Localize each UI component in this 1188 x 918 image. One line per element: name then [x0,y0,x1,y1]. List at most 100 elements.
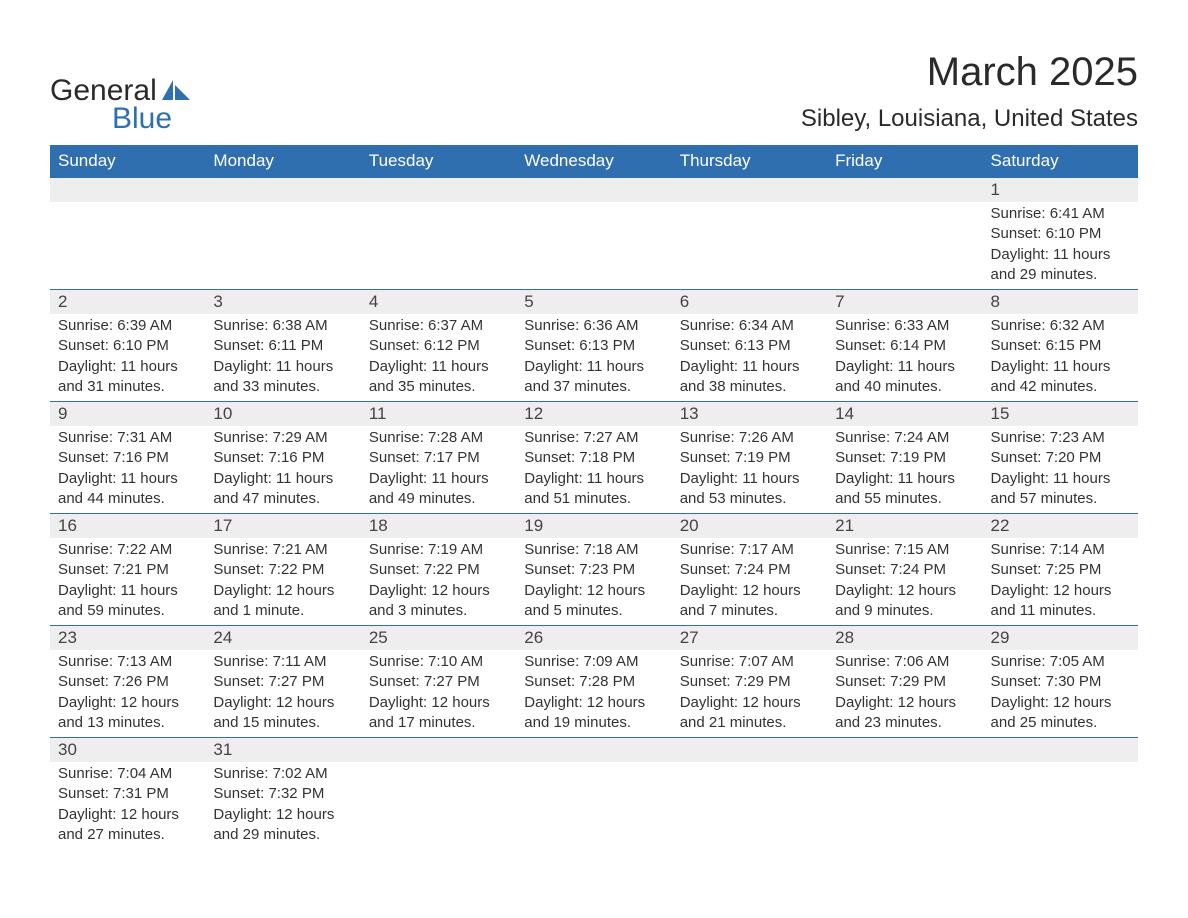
day-details [50,202,205,282]
calendar-cell: 8Sunrise: 6:32 AMSunset: 6:15 PMDaylight… [983,290,1138,402]
calendar-cell [516,178,671,290]
day-number: 9 [50,402,205,426]
day-number: 28 [827,626,982,650]
day-details [516,202,671,282]
day-details [827,202,982,282]
day-number: 17 [205,514,360,538]
calendar-cell: 9Sunrise: 7:31 AMSunset: 7:16 PMDaylight… [50,402,205,514]
sunset-line: Sunset: 7:27 PM [369,672,508,692]
calendar-cell: 11Sunrise: 7:28 AMSunset: 7:17 PMDayligh… [361,402,516,514]
calendar-cell: 25Sunrise: 7:10 AMSunset: 7:27 PMDayligh… [361,626,516,738]
day-details: Sunrise: 7:21 AMSunset: 7:22 PMDaylight:… [205,538,360,625]
day-details: Sunrise: 7:05 AMSunset: 7:30 PMDaylight:… [983,650,1138,737]
sunrise-line: Sunrise: 7:04 AM [58,764,197,784]
day-number [361,178,516,202]
sunrise-line: Sunrise: 7:29 AM [213,428,352,448]
day-header: Monday [205,145,360,178]
sunset-line: Sunset: 7:32 PM [213,784,352,804]
day-details: Sunrise: 6:33 AMSunset: 6:14 PMDaylight:… [827,314,982,401]
day-details: Sunrise: 7:04 AMSunset: 7:31 PMDaylight:… [50,762,205,849]
sunrise-line: Sunrise: 6:41 AM [991,204,1130,224]
daylight-line: Daylight: 12 hours and 9 minutes. [835,581,974,622]
sunset-line: Sunset: 6:14 PM [835,336,974,356]
day-header: Saturday [983,145,1138,178]
day-details: Sunrise: 7:14 AMSunset: 7:25 PMDaylight:… [983,538,1138,625]
day-details: Sunrise: 7:15 AMSunset: 7:24 PMDaylight:… [827,538,982,625]
day-number [516,178,671,202]
sunrise-line: Sunrise: 7:14 AM [991,540,1130,560]
daylight-line: Daylight: 12 hours and 21 minutes. [680,693,819,734]
daylight-line: Daylight: 11 hours and 29 minutes. [991,245,1130,286]
daylight-line: Daylight: 12 hours and 13 minutes. [58,693,197,734]
sunrise-line: Sunrise: 7:27 AM [524,428,663,448]
day-number: 12 [516,402,671,426]
calendar-week-row: 23Sunrise: 7:13 AMSunset: 7:26 PMDayligh… [50,626,1138,738]
daylight-line: Daylight: 11 hours and 59 minutes. [58,581,197,622]
daylight-line: Daylight: 11 hours and 37 minutes. [524,357,663,398]
day-number [672,738,827,762]
daylight-line: Daylight: 12 hours and 23 minutes. [835,693,974,734]
sunset-line: Sunset: 7:19 PM [680,448,819,468]
day-header: Thursday [672,145,827,178]
calendar-cell [827,738,982,850]
day-details [361,762,516,842]
day-details: Sunrise: 7:10 AMSunset: 7:27 PMDaylight:… [361,650,516,737]
calendar-cell [361,178,516,290]
day-number: 24 [205,626,360,650]
sunset-line: Sunset: 7:27 PM [213,672,352,692]
sunset-line: Sunset: 7:31 PM [58,784,197,804]
day-number: 19 [516,514,671,538]
daylight-line: Daylight: 11 hours and 44 minutes. [58,469,197,510]
sunrise-line: Sunrise: 7:19 AM [369,540,508,560]
sunrise-line: Sunrise: 6:32 AM [991,316,1130,336]
day-number: 27 [672,626,827,650]
sunset-line: Sunset: 7:29 PM [835,672,974,692]
sunset-line: Sunset: 7:30 PM [991,672,1130,692]
day-number [50,178,205,202]
day-number: 3 [205,290,360,314]
calendar-cell: 13Sunrise: 7:26 AMSunset: 7:19 PMDayligh… [672,402,827,514]
day-details: Sunrise: 7:26 AMSunset: 7:19 PMDaylight:… [672,426,827,513]
daylight-line: Daylight: 12 hours and 1 minute. [213,581,352,622]
sunrise-line: Sunrise: 7:22 AM [58,540,197,560]
calendar-cell: 17Sunrise: 7:21 AMSunset: 7:22 PMDayligh… [205,514,360,626]
day-number [205,178,360,202]
calendar-cell: 14Sunrise: 7:24 AMSunset: 7:19 PMDayligh… [827,402,982,514]
day-header: Friday [827,145,982,178]
calendar-cell [50,178,205,290]
location-text: Sibley, Louisiana, United States [801,105,1138,133]
day-details [516,762,671,842]
day-details: Sunrise: 7:09 AMSunset: 7:28 PMDaylight:… [516,650,671,737]
sunset-line: Sunset: 7:25 PM [991,560,1130,580]
sunrise-line: Sunrise: 7:13 AM [58,652,197,672]
calendar-head: SundayMondayTuesdayWednesdayThursdayFrid… [50,145,1138,178]
sunset-line: Sunset: 7:18 PM [524,448,663,468]
calendar-cell: 21Sunrise: 7:15 AMSunset: 7:24 PMDayligh… [827,514,982,626]
sunset-line: Sunset: 7:19 PM [835,448,974,468]
calendar-cell: 30Sunrise: 7:04 AMSunset: 7:31 PMDayligh… [50,738,205,850]
day-details: Sunrise: 7:11 AMSunset: 7:27 PMDaylight:… [205,650,360,737]
calendar-cell [983,738,1138,850]
day-number: 10 [205,402,360,426]
day-number: 1 [983,178,1138,202]
daylight-line: Daylight: 11 hours and 51 minutes. [524,469,663,510]
daylight-line: Daylight: 12 hours and 15 minutes. [213,693,352,734]
calendar-cell: 19Sunrise: 7:18 AMSunset: 7:23 PMDayligh… [516,514,671,626]
day-number: 18 [361,514,516,538]
calendar-table: SundayMondayTuesdayWednesdayThursdayFrid… [50,145,1138,849]
sunrise-line: Sunrise: 6:36 AM [524,316,663,336]
sunrise-line: Sunrise: 7:31 AM [58,428,197,448]
sunset-line: Sunset: 7:22 PM [213,560,352,580]
day-details: Sunrise: 7:19 AMSunset: 7:22 PMDaylight:… [361,538,516,625]
day-number: 30 [50,738,205,762]
sunrise-line: Sunrise: 6:34 AM [680,316,819,336]
day-header: Wednesday [516,145,671,178]
day-number [361,738,516,762]
daylight-line: Daylight: 12 hours and 29 minutes. [213,805,352,846]
sunrise-line: Sunrise: 6:37 AM [369,316,508,336]
day-details: Sunrise: 6:39 AMSunset: 6:10 PMDaylight:… [50,314,205,401]
day-details: Sunrise: 6:37 AMSunset: 6:12 PMDaylight:… [361,314,516,401]
calendar-body: 1Sunrise: 6:41 AMSunset: 6:10 PMDaylight… [50,178,1138,850]
day-number [983,738,1138,762]
day-number: 22 [983,514,1138,538]
